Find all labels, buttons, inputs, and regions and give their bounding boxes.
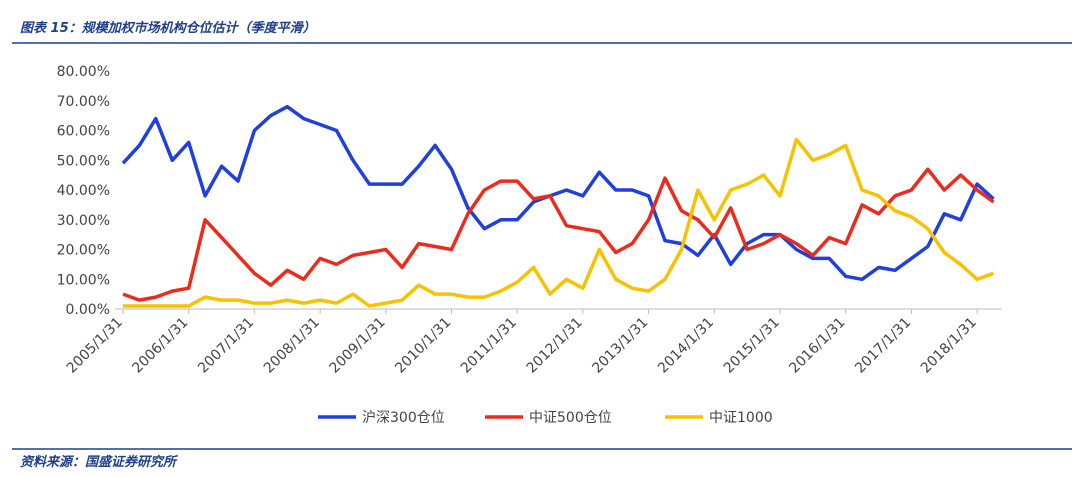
series-line <box>123 137 995 308</box>
y-tick-label: 40.00% <box>57 183 110 199</box>
x-tick-label: 2005/1/31 <box>64 315 126 377</box>
y-tick-label: 50.00% <box>57 153 110 169</box>
y-tick-label: 0.00% <box>66 302 110 318</box>
legend-label: 沪深300仓位 <box>362 410 445 426</box>
y-tick-label: 80.00% <box>57 64 110 80</box>
x-tick-label: 2018/1/31 <box>918 315 980 377</box>
series-line <box>122 167 995 302</box>
source-note: 资料来源：国盛证券研究所 <box>20 454 179 470</box>
x-tick-label: 2006/1/31 <box>129 315 191 377</box>
x-tick-label: 2009/1/31 <box>327 315 389 377</box>
y-tick-label: 60.00% <box>57 124 110 140</box>
x-tick-label: 2007/1/31 <box>195 315 257 377</box>
x-tick-label: 2012/1/31 <box>524 315 586 377</box>
x-tick-label: 2015/1/31 <box>721 315 783 377</box>
x-tick-label: 2014/1/31 <box>655 315 717 377</box>
x-tick-label: 2011/1/31 <box>458 315 520 377</box>
legend-label: 中证500仓位 <box>529 410 612 426</box>
x-tick-label: 2010/1/31 <box>392 315 454 377</box>
legend-label: 中证1000 <box>709 410 773 426</box>
y-tick-label: 10.00% <box>57 272 110 288</box>
x-tick-label: 2013/1/31 <box>589 315 651 377</box>
series-line <box>121 104 995 282</box>
y-tick-label: 20.00% <box>57 243 110 259</box>
x-tick-label: 2017/1/31 <box>852 315 914 377</box>
y-tick-label: 70.00% <box>57 94 110 110</box>
y-tick-label: 30.00% <box>57 213 110 229</box>
x-tick-label: 2008/1/31 <box>261 315 323 377</box>
chart-title: 图表 15：规模加权市场机构仓位估计（季度平滑） <box>20 20 316 36</box>
x-tick-label: 2016/1/31 <box>786 315 848 377</box>
